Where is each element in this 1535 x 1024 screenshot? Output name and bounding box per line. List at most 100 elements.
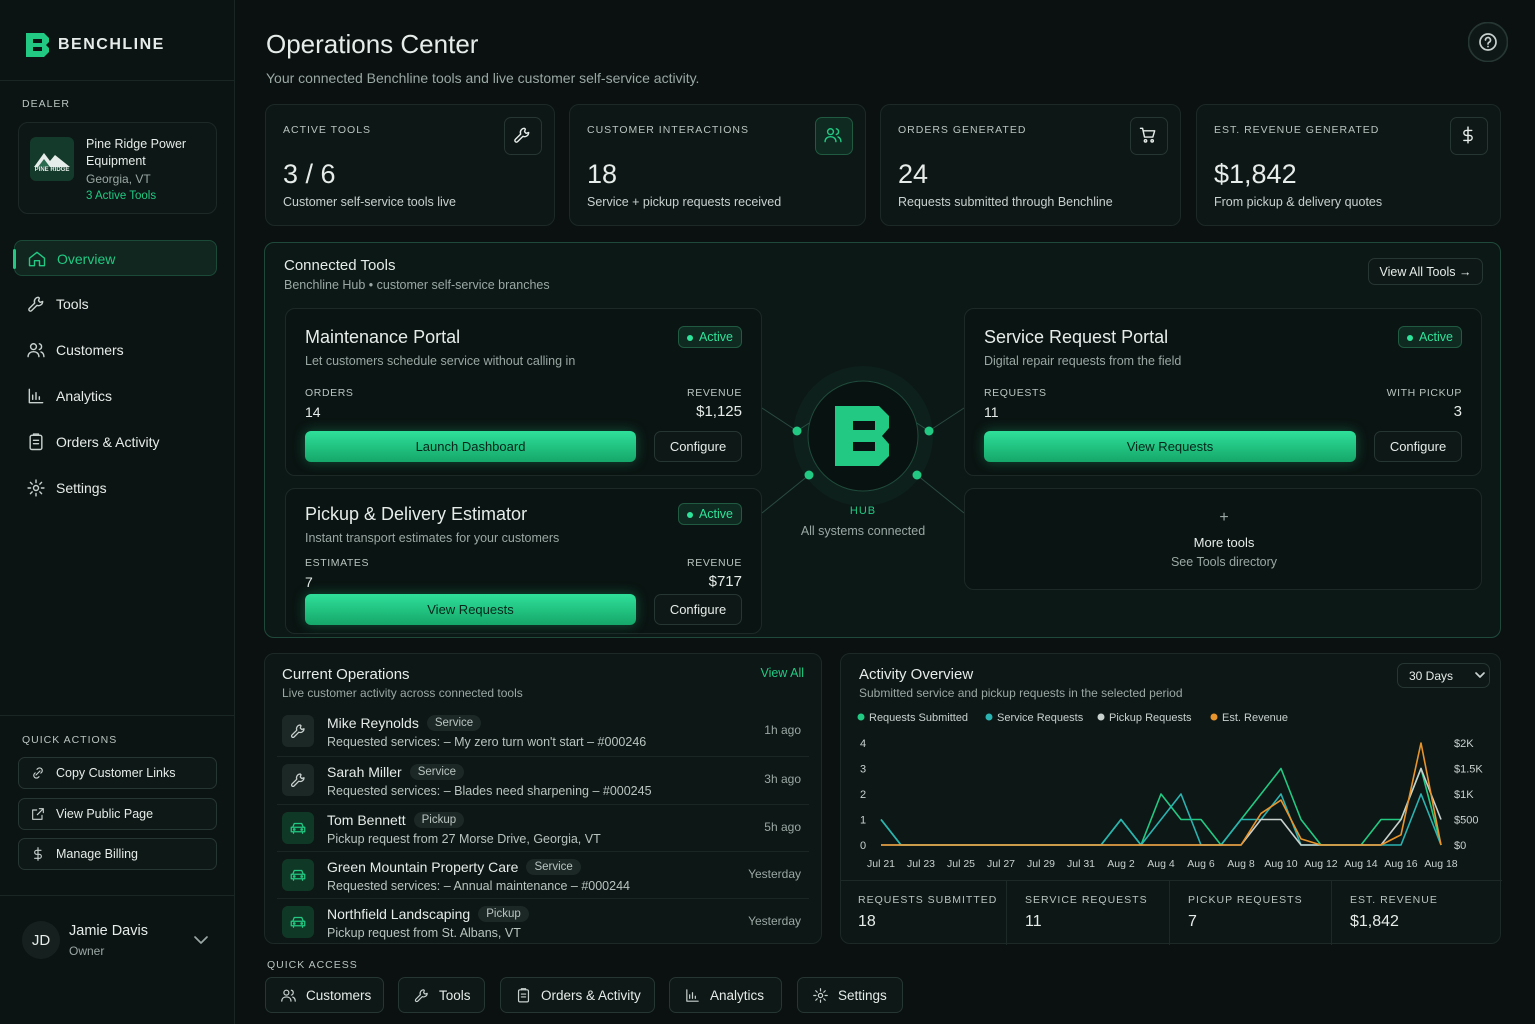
request-tag: Service	[526, 859, 581, 875]
nav-item[interactable]: Overview	[13, 240, 217, 276]
stat-icon	[1450, 117, 1488, 155]
configure-button[interactable]: Configure	[1374, 431, 1462, 462]
icon	[824, 128, 842, 143]
quick-action[interactable]: Copy Customer Links	[18, 757, 217, 789]
x-tick-label: Aug 10	[1264, 858, 1297, 870]
status-badge: Active	[677, 326, 742, 348]
summary-value: 7	[1188, 913, 1197, 930]
page-subtitle: Your connected Benchline tools and live …	[266, 70, 700, 86]
nav-label: Tools	[56, 296, 89, 312]
icon	[517, 988, 530, 1003]
row-divider	[277, 804, 809, 805]
row-divider	[277, 898, 809, 899]
request-tag: Pickup	[413, 812, 465, 828]
stat-caption: Requests submitted through Benchline	[898, 195, 1113, 209]
quick-action[interactable]: View Public Page	[18, 797, 217, 830]
nav-label: Overview	[57, 251, 116, 267]
metric-value: $717	[708, 573, 742, 590]
y-tick-label: 1	[860, 815, 866, 827]
quick-access-button[interactable]: Settings	[797, 977, 903, 1013]
connector-dots	[792, 426, 934, 480]
stat-caption: Service + pickup requests received	[587, 195, 782, 209]
dealer-location: Georgia, VT	[86, 172, 151, 186]
summary-value: 11	[1025, 913, 1042, 930]
primary-button[interactable]: Launch Dashboard	[305, 431, 636, 462]
primary-button[interactable]: View Requests	[984, 431, 1356, 462]
y-tick-label: 0	[860, 840, 866, 852]
stat-label: ACTIVE TOOLS	[283, 124, 372, 136]
x-tick-label: Aug 14	[1344, 858, 1377, 870]
quick-action[interactable]: Manage Billing	[18, 838, 217, 870]
help-button[interactable]	[1468, 22, 1508, 62]
panel-title: Connected Tools	[284, 257, 396, 274]
customer-name: Sarah Miller	[327, 764, 402, 780]
summary-value: $1,842	[1350, 913, 1399, 930]
current-operations-panel: Current Operations Live customer activit…	[264, 653, 822, 944]
stat-label: ORDERS GENERATED	[898, 124, 1027, 136]
icon	[28, 251, 46, 267]
nav-item[interactable]: Tools	[14, 286, 217, 322]
x-tick-label: Aug 4	[1147, 858, 1175, 870]
icon	[32, 807, 44, 820]
configure-button[interactable]: Configure	[654, 431, 742, 462]
panel-title: Activity Overview	[859, 666, 974, 683]
nav-item[interactable]: Analytics	[14, 378, 217, 414]
series-line	[881, 742, 1442, 846]
row-time: Yesterday	[748, 867, 801, 881]
range-chevron	[1475, 672, 1485, 678]
user-menu-chevron[interactable]	[192, 933, 210, 947]
quick-access-label: Customers	[306, 987, 372, 1003]
summary-divider	[1331, 881, 1332, 945]
stat-label: CUSTOMER INTERACTIONS	[587, 124, 749, 136]
summary-label: SERVICE REQUESTS	[1025, 894, 1148, 906]
row-detail: Requested services: – Blades need sharpe…	[327, 784, 652, 798]
divider	[0, 895, 234, 896]
icon	[813, 988, 828, 1003]
nav-item[interactable]: Orders & Activity	[14, 424, 217, 460]
quick-access-label: Settings	[838, 987, 887, 1003]
x-tick-label: Aug 8	[1227, 858, 1255, 870]
stat-value: 18	[587, 159, 618, 189]
icon	[281, 989, 296, 1002]
hub-label: HUB	[849, 505, 877, 517]
summary-label: PICKUP REQUESTS	[1188, 894, 1303, 906]
dealer-logo: PINE RIDGE	[30, 137, 74, 181]
icon	[27, 479, 45, 497]
stat-card: ACTIVE TOOLS 3 / 6 Customer self-service t…	[265, 104, 555, 226]
primary-button[interactable]: View Requests	[305, 594, 636, 625]
summary-divider	[1169, 881, 1170, 945]
y-tick-label: 2	[860, 789, 866, 801]
row-title: Green Mountain Property Care Service	[327, 859, 581, 875]
quick-access-button[interactable]: Customers	[265, 977, 384, 1013]
icon	[34, 847, 42, 861]
row-icon	[282, 859, 314, 891]
more-tools-card[interactable]: + More tools See Tools directory	[964, 488, 1482, 590]
stat-card: ORDERS GENERATED 24 Requests submitted thr…	[880, 104, 1181, 226]
nav-item[interactable]: Customers	[14, 332, 217, 368]
row-title: Sarah Miller Service	[327, 764, 465, 780]
quick-access-button[interactable]: Orders & Activity	[500, 977, 655, 1013]
activity-chart: Requests Submitted Service Requests Pickup…	[857, 712, 1483, 870]
quick-access-button[interactable]: Analytics	[669, 977, 782, 1013]
icon	[514, 127, 530, 143]
metric-label: ORDERS	[305, 387, 354, 399]
quick-access-label: Analytics	[710, 987, 765, 1003]
stat-caption: From pickup & delivery quotes	[1214, 195, 1383, 209]
tool-description: Digital repair requests from the field	[984, 354, 1182, 368]
customer-name: Northfield Landscaping	[327, 906, 471, 922]
nav-item[interactable]: Settings	[14, 470, 217, 506]
quick-access-button[interactable]: Tools	[398, 977, 485, 1013]
dealer-logo-art	[34, 153, 70, 167]
icon	[1139, 127, 1156, 143]
panel-subtitle: Submitted service and pickup requests in…	[859, 686, 1183, 700]
legend-dot	[1097, 713, 1105, 721]
range-select[interactable]: 30 Days	[1397, 663, 1490, 688]
view-all-tools[interactable]: View All Tools →	[1368, 258, 1483, 285]
legend-dot	[857, 713, 865, 721]
x-tick-label: Aug 16	[1384, 858, 1417, 870]
configure-button[interactable]: Configure	[654, 594, 742, 625]
status-badge: Active	[677, 503, 742, 525]
row-title: Mike Reynolds Service	[327, 715, 482, 731]
view-all-link[interactable]: View All	[760, 666, 804, 680]
